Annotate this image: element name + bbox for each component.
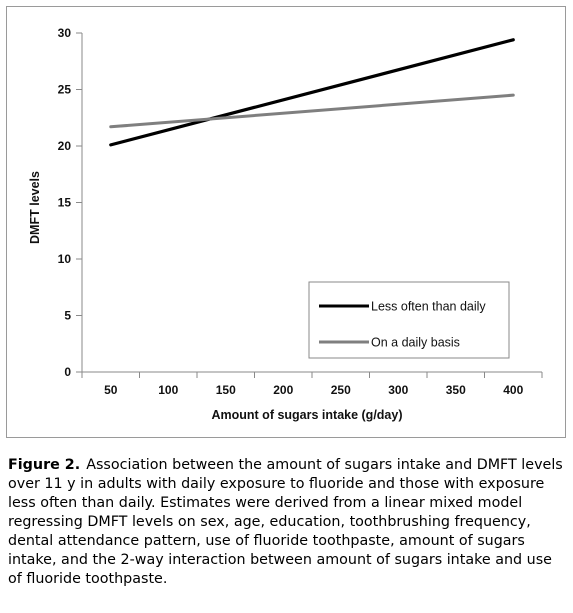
series-line-1: [109, 38, 515, 147]
y-tick-label: 10: [58, 252, 72, 266]
caption-text: Association between the amount of sugars…: [8, 457, 563, 587]
legend-box: [308, 281, 510, 359]
legend-label-2: On a daily basis: [371, 336, 460, 350]
x-axis-title: Amount of sugars intake (g/day): [212, 408, 403, 422]
series-line-2: [109, 93, 515, 129]
x-tick-label: 50: [104, 383, 118, 397]
x-tick-label: 400: [503, 383, 523, 397]
x-tick-label: 300: [388, 383, 408, 397]
legend: Less often than daily On a daily basis: [308, 281, 510, 359]
series-layer: [109, 38, 515, 147]
figure-caption: Figure 2. Association between the amount …: [8, 456, 568, 589]
line-chart: 0 5 10 15 20 25 30 50 100 150 200 250 300 350 400 Amoun…: [28, 26, 543, 422]
x-tick-label: 200: [273, 383, 293, 397]
y-tick-label: 30: [58, 26, 72, 40]
y-tick-label: 5: [64, 309, 71, 323]
figure-label: Figure 2.: [8, 457, 81, 473]
axes: 0 5 10 15 20 25 30 50 100 150 200 250 300 350 400 Amoun…: [28, 26, 543, 422]
x-tick-label: 350: [446, 383, 466, 397]
y-tick-label: 25: [58, 83, 72, 97]
y-tick-label: 20: [58, 139, 72, 153]
y-tick-label: 15: [58, 196, 72, 210]
x-tick-label: 250: [331, 383, 351, 397]
figure-frame: 0 5 10 15 20 25 30 50 100 150 200 250 300 350 400 Amoun…: [6, 6, 566, 438]
legend-label-1: Less often than daily: [371, 300, 486, 314]
y-tick-label: 0: [64, 365, 71, 379]
y-axis-title: DMFT levels: [28, 171, 42, 244]
x-tick-label: 150: [216, 383, 236, 397]
x-tick-label: 100: [158, 383, 178, 397]
